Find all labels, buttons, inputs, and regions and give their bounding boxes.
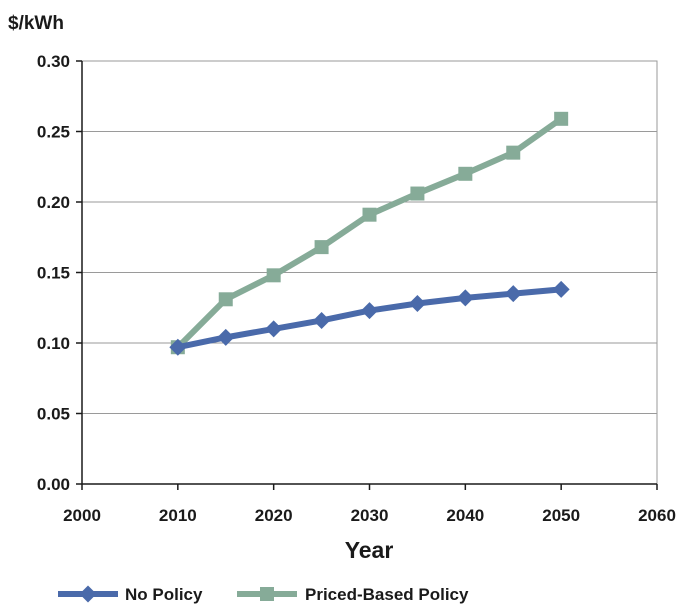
data-point: [313, 311, 331, 329]
legend-label: Priced-Based Policy: [305, 585, 469, 604]
y-tick-label: 0.00: [37, 475, 70, 494]
x-tick-label: 2050: [542, 506, 580, 525]
x-tick-label: 2060: [638, 506, 676, 525]
legend-marker: [79, 585, 97, 603]
x-axis-title: Year: [345, 537, 394, 563]
legend-marker: [260, 587, 274, 601]
x-tick-label: 2040: [446, 506, 484, 525]
data-point: [458, 166, 473, 181]
data-point: [265, 320, 283, 338]
y-tick-label: 0.10: [37, 334, 70, 353]
data-point: [456, 289, 474, 307]
data-point: [410, 186, 425, 201]
grid-lines: [82, 60, 657, 414]
data-point: [218, 292, 233, 307]
series-no-policy: [169, 280, 570, 356]
data-point: [217, 328, 235, 346]
x-tick-labels: 2000 2010 2020 2030 2040 2050 2060: [63, 506, 676, 525]
y-tick-label: 0.15: [37, 264, 70, 283]
legend: No Policy Priced-Based Policy: [58, 585, 469, 604]
data-point: [266, 268, 281, 283]
y-tick-label: 0.30: [37, 52, 70, 71]
data-point: [506, 145, 521, 160]
y-tick-label: 0.20: [37, 193, 70, 212]
x-tick-label: 2030: [351, 506, 389, 525]
y-tick-labels: 0.00 0.05 0.10 0.15 0.20 0.25 0.30: [37, 52, 70, 494]
x-tick-label: 2010: [159, 506, 197, 525]
y-axis-title: $/kWh: [8, 13, 64, 34]
series-layer: [169, 111, 570, 356]
legend-label: No Policy: [125, 585, 203, 604]
y-tick-label: 0.05: [37, 405, 70, 424]
data-point: [408, 295, 426, 313]
x-tick-label: 2020: [255, 506, 293, 525]
x-tick-label: 2000: [63, 506, 101, 525]
legend-item: Priced-Based Policy: [237, 585, 469, 604]
y-tick-label: 0.25: [37, 123, 70, 142]
data-point: [552, 280, 570, 298]
data-point: [362, 207, 377, 222]
data-point: [169, 338, 187, 356]
data-point: [504, 285, 522, 303]
data-point: [361, 302, 378, 320]
data-point: [314, 240, 329, 255]
axes: [76, 60, 658, 490]
data-point: [554, 111, 569, 126]
legend-item: No Policy: [58, 585, 203, 604]
